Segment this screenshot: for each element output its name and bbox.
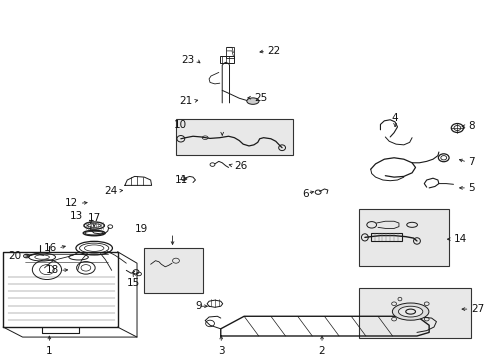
Bar [358,288,469,338]
Text: 22: 22 [267,46,280,56]
Bar [225,47,234,58]
Text: 23: 23 [181,55,194,65]
Text: 27: 27 [470,304,484,314]
Text: 16: 16 [43,243,57,253]
Ellipse shape [246,98,259,104]
Text: 11: 11 [175,175,188,185]
Bar [144,248,203,293]
Bar [370,233,402,241]
Text: 14: 14 [452,234,466,244]
Text: 2: 2 [318,346,325,356]
Ellipse shape [391,303,428,320]
Text: 25: 25 [253,93,266,103]
Text: 17: 17 [87,213,101,223]
Text: 10: 10 [174,120,187,130]
Text: 3: 3 [218,346,224,356]
Text: 5: 5 [467,183,474,193]
Bar [219,55,234,63]
Ellipse shape [398,306,422,317]
Text: 9: 9 [195,301,202,311]
Text: 13: 13 [69,211,82,221]
Text: 6: 6 [302,189,308,199]
Text: 20: 20 [8,251,21,261]
Text: 21: 21 [179,96,192,106]
Text: 7: 7 [467,157,474,167]
Text: 18: 18 [46,265,59,275]
Text: 26: 26 [234,161,247,171]
Bar [358,209,447,266]
Text: 12: 12 [64,198,78,208]
Text: 4: 4 [391,113,398,123]
Text: 8: 8 [467,121,474,131]
Text: 24: 24 [104,186,117,196]
Text: 1: 1 [46,346,53,356]
Text: 15: 15 [126,278,140,288]
Bar [176,119,292,155]
Text: 19: 19 [135,224,148,234]
